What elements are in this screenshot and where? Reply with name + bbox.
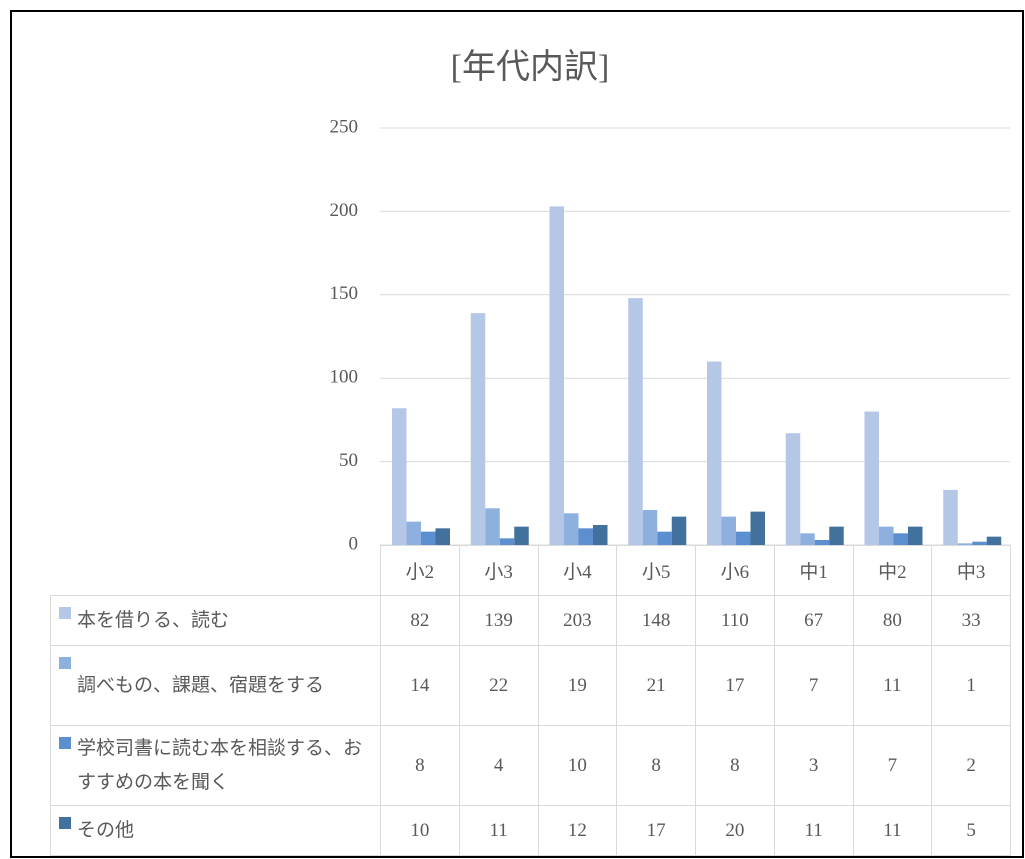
- bar: [785, 433, 801, 545]
- table-value: 21: [616, 645, 696, 726]
- bar: [435, 528, 450, 545]
- legend-label: 学校司書に読む本を相談する、おすすめの本を聞く: [77, 737, 363, 793]
- bar: [392, 408, 407, 545]
- table-value: 4: [458, 725, 539, 806]
- x-tick-label: 中2: [852, 545, 933, 596]
- table-value: 3: [773, 725, 854, 806]
- table-value: 82: [380, 595, 460, 646]
- table-value: 33: [931, 595, 1011, 646]
- x-tick-label: 小5: [616, 545, 696, 596]
- bar: [908, 526, 923, 545]
- chart-title: [年代内訳]: [451, 48, 610, 86]
- x-tick-label: 小4: [537, 545, 618, 596]
- table-value: 67: [773, 595, 854, 646]
- bar: [564, 513, 579, 545]
- table-value: 17: [695, 645, 775, 726]
- y-tick-label: 250: [330, 116, 359, 137]
- bar: [972, 541, 987, 545]
- legend-entry: 調べもの、課題、宿題をする: [50, 645, 381, 726]
- bar: [406, 521, 421, 545]
- legend-key: [59, 657, 71, 669]
- table-value: 7: [852, 725, 933, 806]
- table-value: 7: [773, 645, 854, 726]
- table-value: 11: [852, 805, 933, 856]
- y-tick-label: 0: [349, 533, 359, 554]
- table-value: 22: [458, 645, 539, 726]
- table-value: 139: [458, 595, 539, 646]
- table-value: 8: [616, 725, 696, 806]
- table-value: 12: [537, 805, 618, 856]
- bar: [628, 298, 643, 545]
- table-value: 8: [380, 725, 460, 806]
- bar: [549, 206, 564, 545]
- legend-key: [59, 607, 71, 619]
- table-value: 20: [695, 805, 775, 856]
- bar: [893, 533, 908, 545]
- bar: [499, 538, 515, 545]
- bar: [800, 533, 815, 545]
- table-value: 14: [380, 645, 460, 726]
- legend-entry: 本を借りる、読む: [50, 595, 381, 646]
- bar: [671, 516, 687, 545]
- table-value: 5: [931, 805, 1011, 856]
- legend-entry: その他: [50, 805, 381, 856]
- table-value: 19: [537, 645, 618, 726]
- bar: [943, 489, 958, 545]
- y-tick-label: 100: [330, 367, 359, 388]
- bar: [421, 531, 436, 545]
- bar: [514, 526, 529, 545]
- table-value: 80: [852, 595, 933, 646]
- bar: [986, 536, 1002, 545]
- table-value: 11: [458, 805, 539, 856]
- table-value: 11: [773, 805, 854, 856]
- x-tick-label: 小2: [380, 545, 460, 596]
- legend-entry: 学校司書に読む本を相談する、おすすめの本を聞く: [50, 725, 381, 806]
- bar: [657, 531, 672, 545]
- table-value: 203: [537, 595, 618, 646]
- y-tick-label: 200: [330, 200, 359, 221]
- legend-label: 本を借りる、読む: [77, 609, 230, 631]
- table-value: 1: [931, 645, 1011, 726]
- bar: [814, 539, 830, 545]
- table-value: 10: [537, 725, 618, 806]
- bar: [578, 528, 593, 545]
- bar: [879, 526, 894, 545]
- table-value: 10: [380, 805, 460, 856]
- table-value: 148: [616, 595, 696, 646]
- x-tick-label: 中3: [931, 545, 1011, 596]
- legend-label: 調べもの、課題、宿題をする: [77, 674, 325, 696]
- bar: [864, 411, 879, 545]
- bar: [736, 531, 751, 545]
- table-value: 17: [616, 805, 696, 856]
- chart-border: [10, 10, 1024, 858]
- x-tick-label: 小6: [695, 545, 775, 596]
- bar: [593, 524, 608, 545]
- table-value: 2: [931, 725, 1011, 806]
- table-value: 8: [695, 725, 775, 806]
- x-tick-label: 中1: [773, 545, 854, 596]
- legend-label: その他: [77, 819, 135, 841]
- legend-key: [59, 817, 71, 829]
- y-tick-label: 150: [330, 283, 359, 304]
- table-value: 110: [695, 595, 775, 646]
- x-tick-label: 小3: [458, 545, 539, 596]
- bar: [829, 526, 844, 545]
- bar: [642, 509, 658, 545]
- bar: [750, 511, 765, 545]
- y-tick-label: 50: [339, 450, 358, 471]
- bar: [485, 508, 500, 545]
- legend-key: [59, 737, 71, 749]
- bar: [957, 543, 973, 545]
- bar: [470, 313, 486, 545]
- bar: [707, 361, 722, 545]
- bar: [721, 516, 736, 545]
- table-value: 11: [852, 645, 933, 726]
